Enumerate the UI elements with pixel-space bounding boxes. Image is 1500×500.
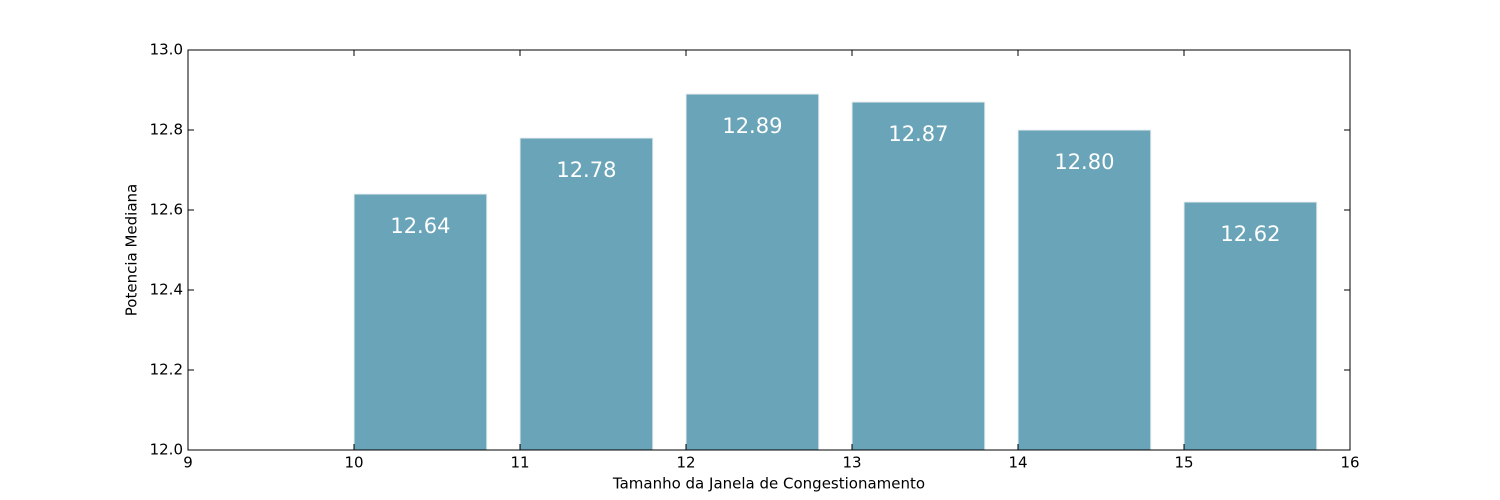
y-tick-label: 12.4: [150, 281, 183, 299]
bar: [519, 137, 654, 451]
x-tick-label: 9: [183, 454, 193, 472]
value-label: 12.80: [1054, 150, 1114, 174]
value-label: 12.62: [1220, 222, 1280, 246]
bar: [685, 93, 820, 451]
bar: [851, 101, 986, 451]
y-tick-label: 13.0: [150, 41, 183, 59]
y-tick-label: 12.0: [150, 441, 183, 459]
y-tick-label: 12.8: [150, 121, 183, 139]
x-tick-label: 14: [1008, 454, 1027, 472]
bar: [353, 193, 488, 451]
x-tick-label: 11: [510, 454, 529, 472]
bar: [1183, 201, 1318, 451]
y-axis-label: Potencia Mediana: [123, 184, 141, 316]
x-tick-label: 12: [676, 454, 695, 472]
y-tick-label: 12.2: [150, 361, 183, 379]
y-tick-label: 12.6: [150, 201, 183, 219]
value-label: 12.89: [722, 114, 782, 138]
x-tick-label: 15: [1174, 454, 1193, 472]
bar: [1017, 129, 1152, 451]
x-tick-label: 10: [344, 454, 363, 472]
value-label: 12.78: [556, 158, 616, 182]
x-tick-label: 13: [842, 454, 861, 472]
value-label: 12.87: [888, 122, 948, 146]
value-label: 12.64: [390, 214, 450, 238]
plot-frame: [187, 49, 1351, 451]
x-tick-label: 16: [1340, 454, 1359, 472]
x-axis-label: Tamanho da Janela de Congestionamento: [612, 475, 925, 493]
